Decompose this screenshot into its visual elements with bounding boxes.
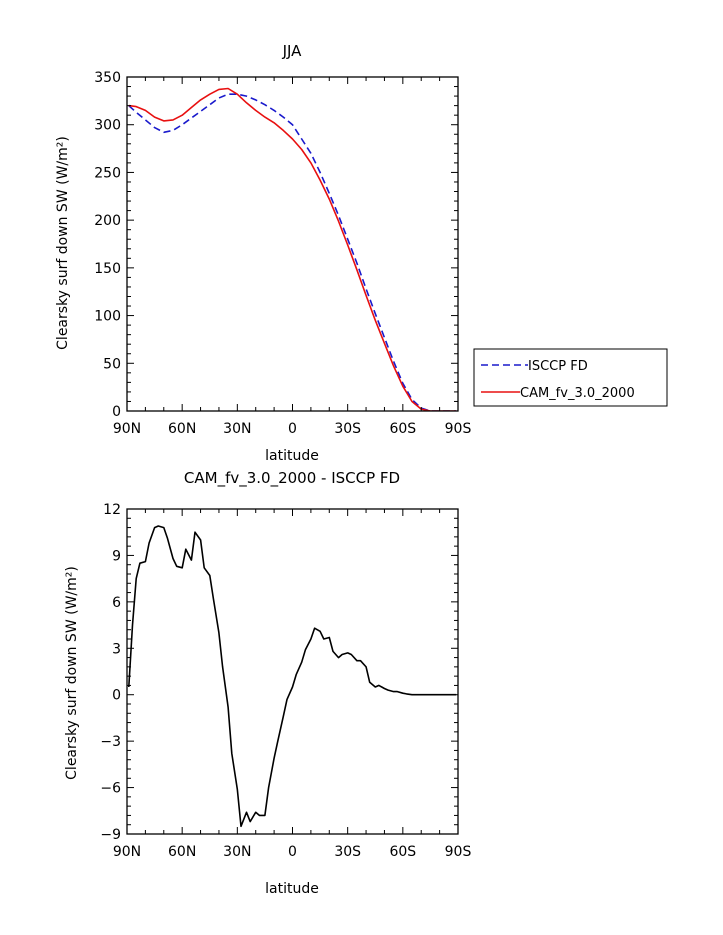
top-y-tick-label: 50 <box>103 356 121 372</box>
bottom-plot-frame <box>126 508 459 835</box>
bottom-y-tick-label: 0 <box>112 688 121 704</box>
bottom-x-axis-label: latitude <box>265 881 319 897</box>
top-x-tick-label: 90N <box>113 421 141 437</box>
top-x-tick-label: 60S <box>389 421 416 437</box>
top-panel: JJA 90N 60N 30N 0 30S 60S 90S 0 50 100 150 200 250 30… <box>55 42 471 464</box>
bottom-series-line-0 <box>128 525 457 828</box>
top-plot-area: 90N 60N 30N 0 30S 60S 90S 0 50 100 150 200 250 300 350 <box>94 70 471 437</box>
top-x-tick-label: 60N <box>168 421 196 437</box>
top-y-tick-label: 250 <box>94 165 121 181</box>
top-y-tick-label: 0 <box>112 404 121 420</box>
bottom-x-tick-label: 90S <box>445 844 472 860</box>
top-x-tick-label: 30S <box>334 421 361 437</box>
bottom-y-tick-label: 12 <box>103 502 121 518</box>
top-x-tick-label: 30N <box>223 421 251 437</box>
bottom-y-tick-label: −3 <box>100 734 121 750</box>
legend-label-isccp: ISCCP FD <box>528 359 588 374</box>
legend: ISCCP FD CAM_fv_3.0_2000 <box>473 348 668 407</box>
top-series-line-0 <box>128 93 457 411</box>
top-y-tick-label: 350 <box>94 70 121 86</box>
bottom-x-tick-label: 30S <box>334 844 361 860</box>
top-panel-title: JJA <box>282 42 303 60</box>
bottom-y-axis-label: Clearsky surf down SW (W/m²) <box>64 566 80 780</box>
bottom-x-tick-label: 30N <box>223 844 251 860</box>
top-y-axis-label: Clearsky surf down SW (W/m²) <box>55 136 71 350</box>
bottom-plot-area: 90N 60N 30N 0 30S 60S 90S −9 −6 −3 0 3 6 9 12 <box>100 502 471 860</box>
top-plot-frame <box>126 76 459 412</box>
bottom-x-tick-label: 90N <box>113 844 141 860</box>
top-y-tick-label: 200 <box>94 213 121 229</box>
bottom-x-tick-label: 0 <box>288 844 297 860</box>
top-x-axis-label: latitude <box>265 448 319 464</box>
bottom-y-tick-label: −9 <box>100 827 121 843</box>
top-series-line-1 <box>128 87 457 411</box>
top-y-tick-label: 150 <box>94 261 121 277</box>
bottom-x-tick-label: 60N <box>168 844 196 860</box>
top-y-tick-label: 300 <box>94 118 121 134</box>
legend-label-cam: CAM_fv_3.0_2000 <box>520 386 635 401</box>
bottom-y-tick-label: 3 <box>112 641 121 657</box>
bottom-panel: CAM_fv_3.0_2000 - ISCCP FD 90N 60N 30N 0 30S… <box>64 469 471 897</box>
bottom-x-tick-label: 60S <box>389 844 416 860</box>
top-x-tick-label: 90S <box>445 421 472 437</box>
bottom-y-tick-label: 9 <box>112 548 121 564</box>
legend-box <box>473 348 668 407</box>
bottom-y-tick-label: 6 <box>112 595 121 611</box>
bottom-panel-title: CAM_fv_3.0_2000 - ISCCP FD <box>184 469 400 488</box>
bottom-y-tick-label: −6 <box>100 781 121 797</box>
top-y-tick-label: 100 <box>94 309 121 325</box>
top-x-tick-label: 0 <box>288 421 297 437</box>
